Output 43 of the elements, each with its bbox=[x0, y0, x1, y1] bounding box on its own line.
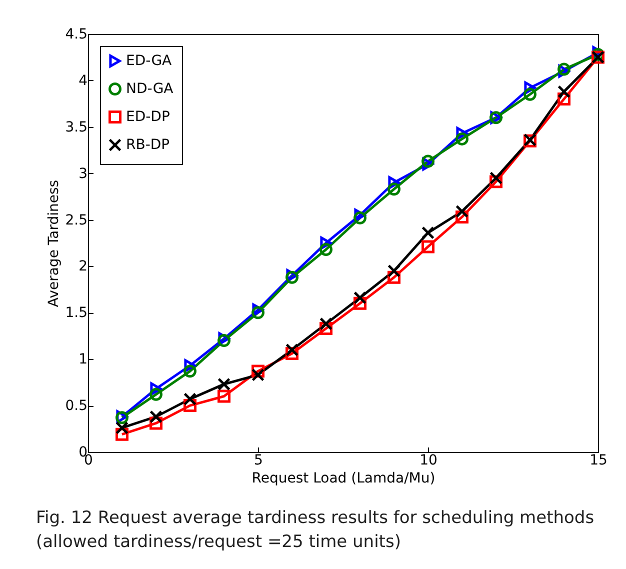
x-axis-title: Request Load (Lamda/Mu) bbox=[252, 470, 436, 486]
point bbox=[184, 392, 196, 406]
y-tick-label: 4 bbox=[78, 72, 88, 89]
legend-label: ED-GA bbox=[126, 53, 172, 69]
point bbox=[150, 388, 162, 401]
legend-label: ND-GA bbox=[126, 81, 174, 97]
caption: Fig. 12 Request average tardiness results for scheduling methods (allowed tardiness/request =25 time units) bbox=[36, 507, 596, 554]
y-tick-label: 2.5 bbox=[65, 212, 88, 228]
point bbox=[252, 368, 264, 382]
point bbox=[388, 264, 400, 278]
point bbox=[524, 88, 536, 101]
x-tick-label: 10 bbox=[420, 452, 438, 468]
point bbox=[422, 154, 434, 168]
y-tick-label: 1.5 bbox=[65, 305, 88, 322]
point bbox=[320, 317, 332, 330]
legend-label: RB-DP bbox=[126, 137, 170, 153]
point bbox=[218, 390, 230, 403]
y-tick-label: 2 bbox=[78, 258, 88, 275]
point bbox=[286, 343, 298, 356]
point bbox=[422, 240, 434, 254]
x-tick-label: 15 bbox=[590, 452, 608, 468]
point bbox=[490, 171, 502, 184]
y-tick-label: 3.5 bbox=[65, 119, 88, 136]
point bbox=[422, 226, 434, 240]
point bbox=[388, 182, 400, 196]
point bbox=[456, 204, 468, 218]
legend-label: ED-DP bbox=[126, 109, 170, 125]
y-tick-label: 1 bbox=[78, 352, 88, 368]
y-axis-title: Average Tardiness bbox=[46, 180, 62, 308]
point bbox=[456, 132, 468, 146]
x-tick-label: 5 bbox=[254, 452, 263, 468]
point bbox=[354, 211, 366, 224]
point bbox=[116, 421, 128, 434]
point bbox=[184, 364, 196, 378]
point bbox=[150, 410, 162, 424]
point bbox=[252, 306, 264, 320]
y-tick-label: 4.5 bbox=[65, 26, 88, 42]
point bbox=[320, 243, 332, 256]
point bbox=[354, 291, 366, 304]
point bbox=[558, 85, 570, 98]
y-tick-label: 3 bbox=[78, 166, 88, 182]
point bbox=[218, 378, 230, 391]
y-tick-label: 0.5 bbox=[65, 398, 88, 414]
